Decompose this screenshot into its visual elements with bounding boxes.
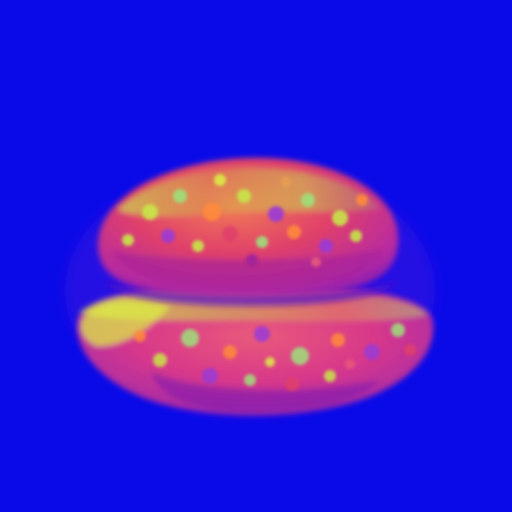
top-bun bbox=[97, 157, 399, 297]
bottom-bun bbox=[76, 284, 434, 416]
